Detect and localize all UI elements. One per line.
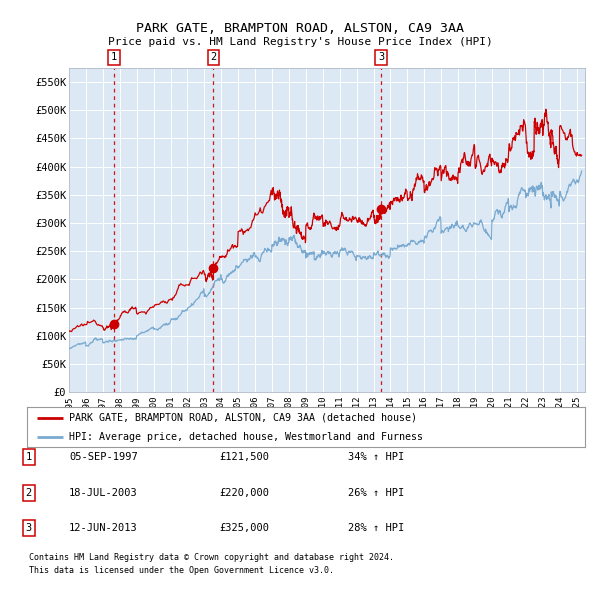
Text: 2: 2	[211, 53, 217, 63]
Text: £220,000: £220,000	[219, 488, 269, 497]
Text: 12-JUN-2013: 12-JUN-2013	[69, 523, 138, 533]
Text: HPI: Average price, detached house, Westmorland and Furness: HPI: Average price, detached house, West…	[69, 432, 423, 442]
Text: 28% ↑ HPI: 28% ↑ HPI	[348, 523, 404, 533]
Text: 3: 3	[378, 53, 384, 63]
Text: 34% ↑ HPI: 34% ↑ HPI	[348, 453, 404, 462]
Text: 3: 3	[26, 523, 32, 533]
Text: PARK GATE, BRAMPTON ROAD, ALSTON, CA9 3AA: PARK GATE, BRAMPTON ROAD, ALSTON, CA9 3A…	[136, 22, 464, 35]
Text: 26% ↑ HPI: 26% ↑ HPI	[348, 488, 404, 497]
Text: Contains HM Land Registry data © Crown copyright and database right 2024.: Contains HM Land Registry data © Crown c…	[29, 553, 394, 562]
Text: 2: 2	[26, 488, 32, 497]
Text: 1: 1	[26, 453, 32, 462]
Text: This data is licensed under the Open Government Licence v3.0.: This data is licensed under the Open Gov…	[29, 566, 334, 575]
Text: 1: 1	[111, 53, 117, 63]
Text: PARK GATE, BRAMPTON ROAD, ALSTON, CA9 3AA (detached house): PARK GATE, BRAMPTON ROAD, ALSTON, CA9 3A…	[69, 413, 417, 423]
Text: Price paid vs. HM Land Registry's House Price Index (HPI): Price paid vs. HM Land Registry's House …	[107, 37, 493, 47]
Text: 18-JUL-2003: 18-JUL-2003	[69, 488, 138, 497]
Text: £325,000: £325,000	[219, 523, 269, 533]
Text: £121,500: £121,500	[219, 453, 269, 462]
Text: 05-SEP-1997: 05-SEP-1997	[69, 453, 138, 462]
